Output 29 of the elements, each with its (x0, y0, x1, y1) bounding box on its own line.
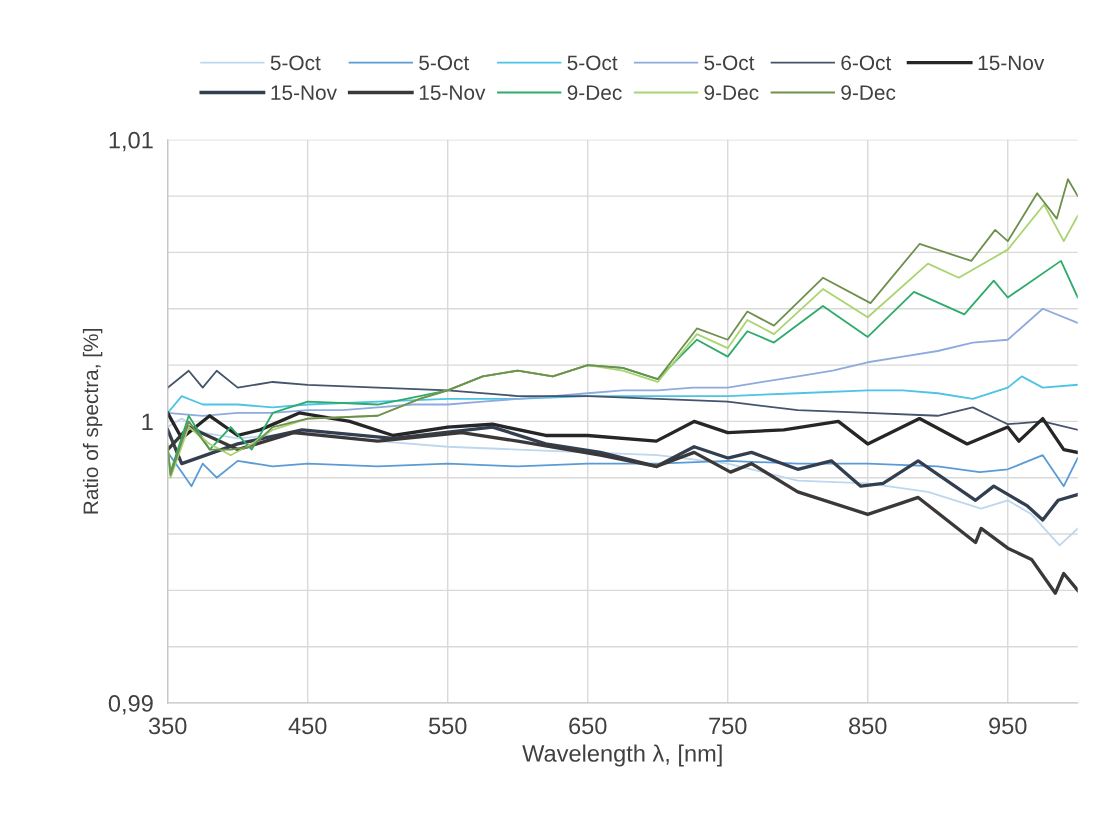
x-tick-label: 850 (849, 717, 887, 735)
x-axis-title: Wavelength λ, [nm] (522, 744, 722, 767)
legend-label: 5-Oct (567, 55, 618, 71)
legend-label: 5-Oct (419, 55, 470, 71)
legend-label: 15-Nov (978, 55, 1045, 71)
legend-label: 5-Oct (704, 55, 755, 71)
legend-label: 9-Dec (567, 85, 622, 101)
x-tick-label: 650 (569, 717, 607, 735)
x-tick-label: 350 (148, 717, 187, 735)
y-tick-label: 0,99 (108, 695, 153, 715)
line-series (167, 451, 1078, 488)
y-tick-label: 1 (142, 413, 153, 430)
legend-label: 6-Oct (841, 55, 892, 71)
line-series (167, 411, 1078, 455)
legend-label: 15-Nov (419, 85, 486, 101)
x-tick-label: 750 (709, 717, 747, 735)
x-tick-label: 550 (428, 717, 467, 735)
line-series (167, 369, 1078, 431)
line-series (167, 375, 1078, 414)
legend-label: 5-Oct (270, 55, 321, 71)
line-series (167, 307, 1078, 417)
x-tick-label: 950 (989, 717, 1027, 735)
legend-label: 15-Nov (271, 85, 337, 101)
legend-label: 9-Dec (704, 85, 759, 101)
y-tick-label: 1,01 (109, 131, 153, 152)
line-series (167, 425, 1078, 595)
y-axis-title: Ratio of spectra, [%] (82, 329, 103, 514)
x-tick-label: 450 (288, 717, 327, 735)
legend-label: 9-Dec (841, 85, 896, 101)
